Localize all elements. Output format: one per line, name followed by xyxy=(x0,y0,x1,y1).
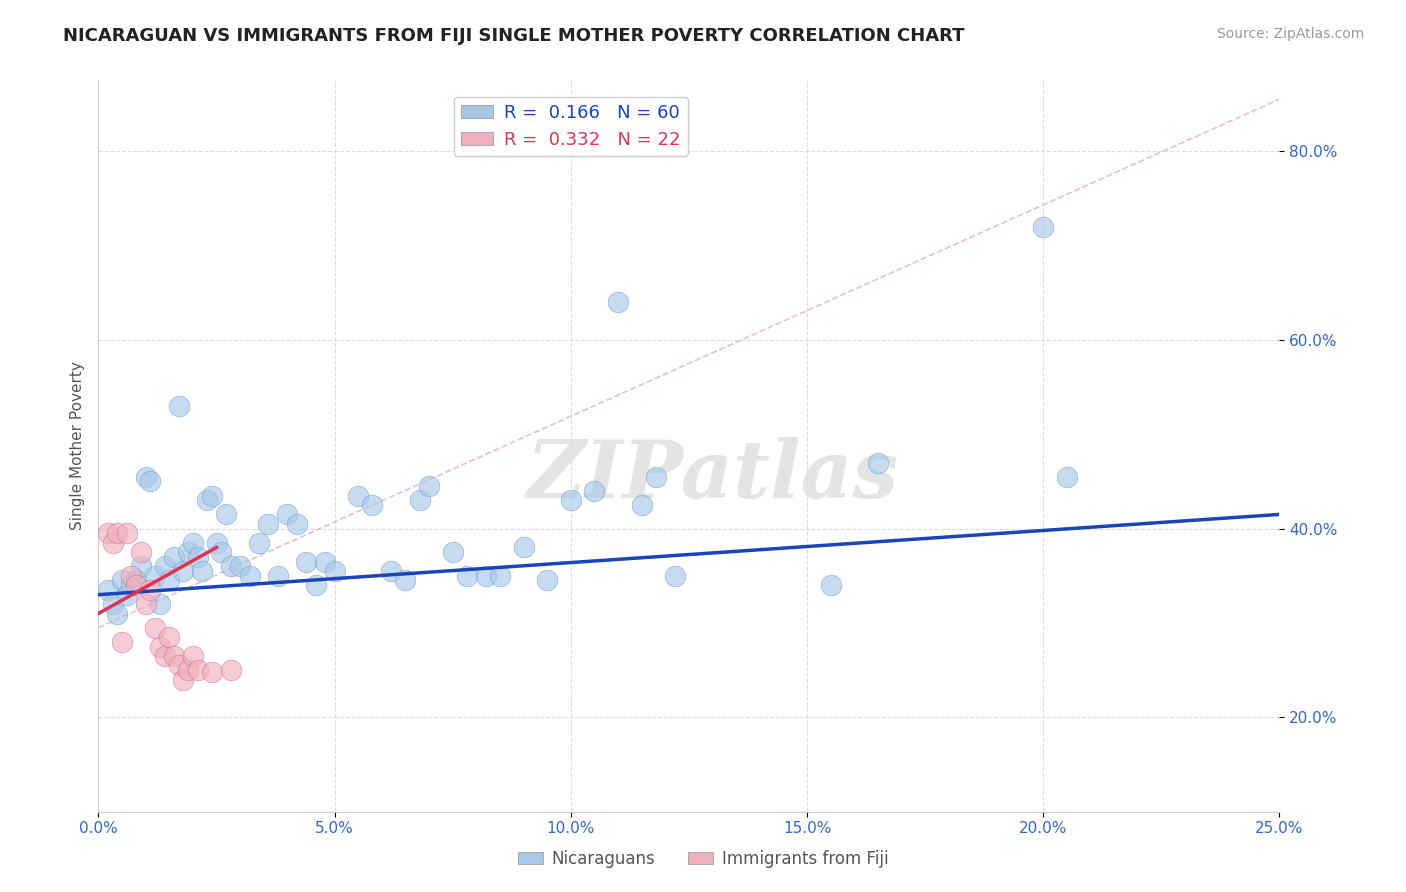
Point xyxy=(394,574,416,588)
Point xyxy=(820,578,842,592)
Text: NICARAGUAN VS IMMIGRANTS FROM FIJI SINGLE MOTHER POVERTY CORRELATION CHART: NICARAGUAN VS IMMIGRANTS FROM FIJI SINGL… xyxy=(63,27,965,45)
Point xyxy=(239,568,262,582)
Point xyxy=(115,588,138,602)
Point xyxy=(172,673,194,687)
Point xyxy=(139,582,162,597)
Point xyxy=(135,597,157,611)
Point xyxy=(187,549,209,564)
Point xyxy=(177,545,200,559)
Point xyxy=(295,555,318,569)
Text: ZIPatlas: ZIPatlas xyxy=(526,436,898,514)
Point xyxy=(163,648,186,663)
Point xyxy=(129,545,152,559)
Point xyxy=(135,469,157,483)
Point xyxy=(143,621,166,635)
Point xyxy=(111,574,134,588)
Point xyxy=(181,535,204,549)
Point xyxy=(172,564,194,578)
Point xyxy=(215,508,238,522)
Point xyxy=(512,541,534,555)
Point xyxy=(664,568,686,582)
Point xyxy=(347,489,370,503)
Point xyxy=(153,559,176,574)
Point xyxy=(583,483,606,498)
Point xyxy=(167,399,190,413)
Point xyxy=(157,574,180,588)
Point xyxy=(219,663,242,677)
Point xyxy=(314,555,336,569)
Point xyxy=(285,516,308,531)
Point xyxy=(187,663,209,677)
Legend: R =  0.166   N = 60, R =  0.332   N = 22: R = 0.166 N = 60, R = 0.332 N = 22 xyxy=(454,96,688,156)
Point xyxy=(209,545,232,559)
Point xyxy=(195,493,218,508)
Point xyxy=(97,526,120,541)
Point xyxy=(305,578,328,592)
Point xyxy=(361,498,384,512)
Point xyxy=(115,526,138,541)
Point xyxy=(229,559,252,574)
Point xyxy=(105,526,128,541)
Point xyxy=(149,597,172,611)
Point xyxy=(149,640,172,654)
Point xyxy=(191,564,214,578)
Point xyxy=(1056,469,1078,483)
Point xyxy=(125,574,148,588)
Point xyxy=(201,489,224,503)
Point xyxy=(630,498,652,512)
Point xyxy=(97,582,120,597)
Point xyxy=(323,564,346,578)
Point xyxy=(157,630,180,644)
Point xyxy=(267,568,290,582)
Point xyxy=(105,607,128,621)
Point xyxy=(866,456,889,470)
Point xyxy=(247,535,270,549)
Point xyxy=(121,578,143,592)
Point xyxy=(276,508,298,522)
Point xyxy=(475,568,498,582)
Point xyxy=(101,597,124,611)
Point xyxy=(560,493,582,508)
Point xyxy=(121,568,143,582)
Point xyxy=(201,665,224,679)
Point xyxy=(163,549,186,564)
Point xyxy=(125,578,148,592)
Point xyxy=(139,475,162,489)
Text: Source: ZipAtlas.com: Source: ZipAtlas.com xyxy=(1216,27,1364,41)
Point xyxy=(205,535,228,549)
Point xyxy=(408,493,430,508)
Y-axis label: Single Mother Poverty: Single Mother Poverty xyxy=(69,361,84,531)
Point xyxy=(181,648,204,663)
Point xyxy=(456,568,478,582)
Point xyxy=(111,635,134,649)
Point xyxy=(536,574,558,588)
Point xyxy=(441,545,464,559)
Point xyxy=(257,516,280,531)
Point xyxy=(177,663,200,677)
Point xyxy=(489,568,512,582)
Point xyxy=(607,295,630,310)
Point xyxy=(1032,219,1054,234)
Point xyxy=(129,559,152,574)
Legend: Nicaraguans, Immigrants from Fiji: Nicaraguans, Immigrants from Fiji xyxy=(512,844,894,875)
Point xyxy=(380,564,402,578)
Point xyxy=(153,648,176,663)
Point xyxy=(167,658,190,673)
Point xyxy=(101,535,124,549)
Point xyxy=(219,559,242,574)
Point xyxy=(418,479,440,493)
Point xyxy=(143,568,166,582)
Point xyxy=(644,469,666,483)
